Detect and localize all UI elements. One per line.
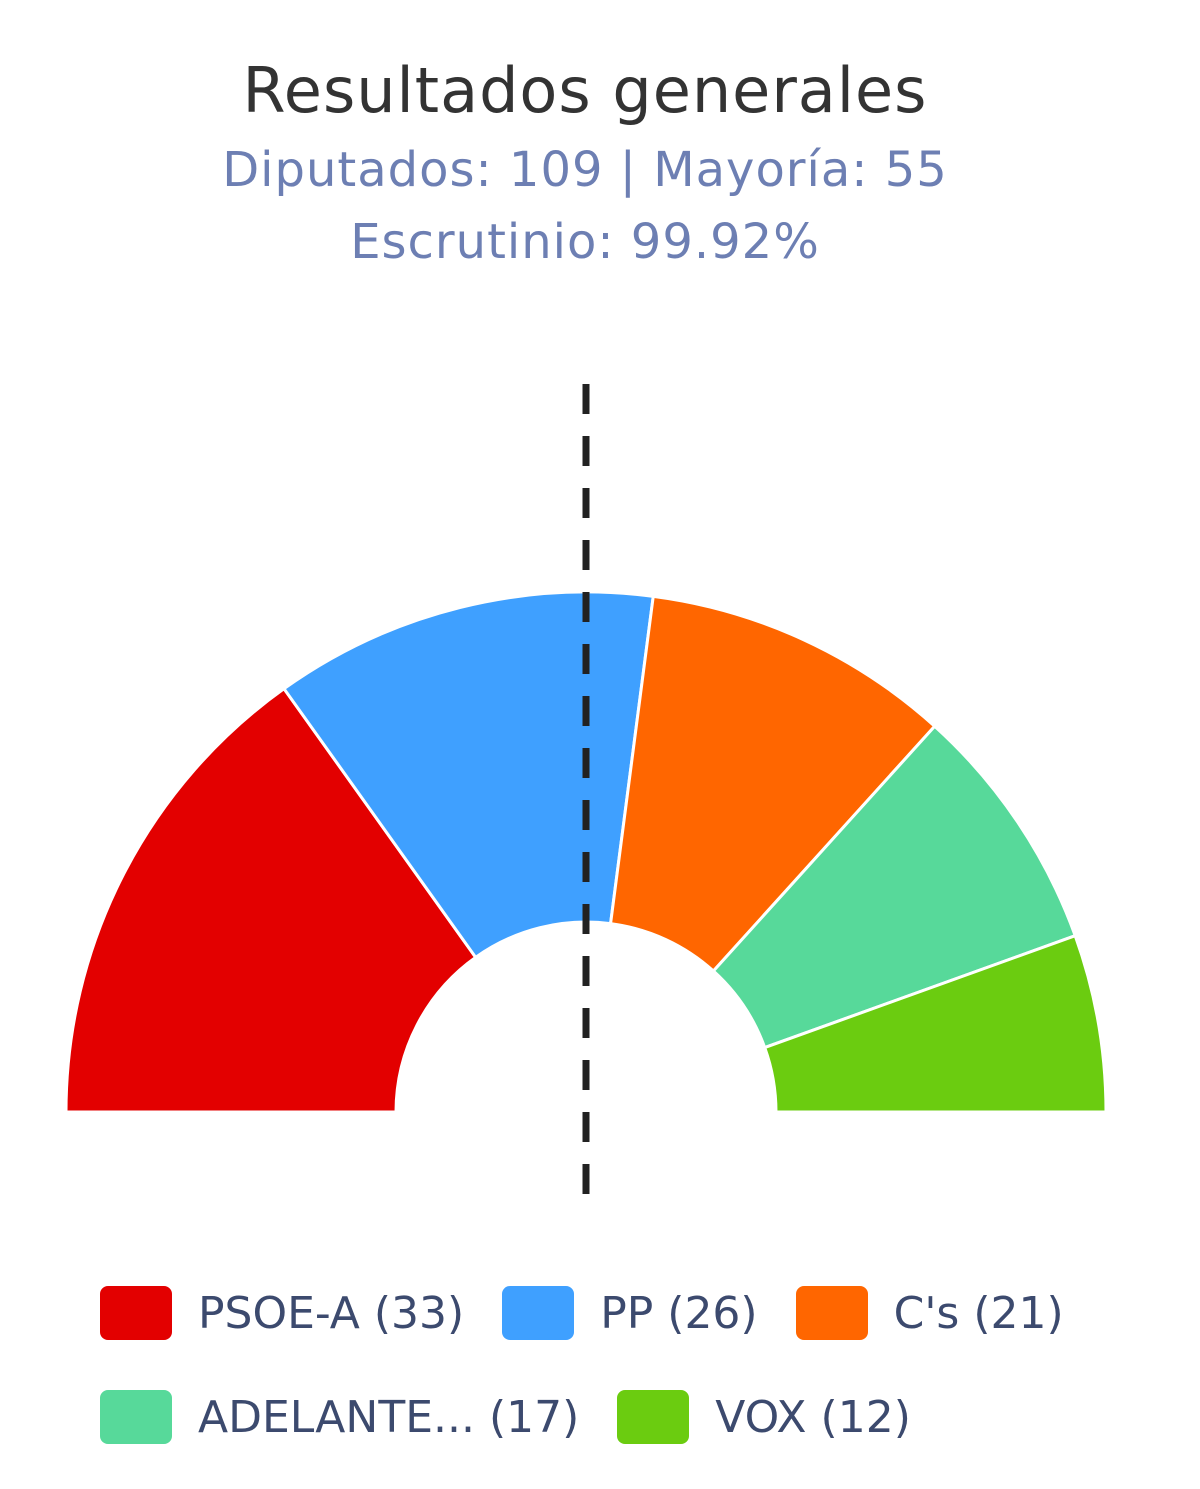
chart-subtitle-scrutiny: Escrutinio: 99.92% bbox=[350, 214, 820, 270]
legend-label-adelante: ADELANTE... (17) bbox=[198, 1391, 580, 1443]
seat-slice-psoe-a[interactable] bbox=[64, 686, 478, 1114]
legend-swatch-pp bbox=[502, 1286, 575, 1340]
legend-swatch-cs bbox=[795, 1286, 868, 1340]
seat-slice-pp[interactable] bbox=[281, 590, 655, 960]
legend-row: ADELANTE... (17) VOX (12) bbox=[100, 1382, 1150, 1452]
legend-item-cs[interactable]: C's (21) bbox=[795, 1286, 1064, 1340]
chart-subtitle-seats: Diputados: 109 | Mayoría: 55 bbox=[222, 142, 948, 198]
legend-item-psoe[interactable]: PSOE-A (33) bbox=[100, 1286, 464, 1340]
legend-label-cs: C's (21) bbox=[893, 1287, 1064, 1339]
chart-legend: PSOE-A (33) PP (26) C's (21) ADELANTE...… bbox=[100, 1278, 1150, 1486]
legend-label-pp: PP (26) bbox=[600, 1287, 758, 1339]
legend-label-psoe: PSOE-A (33) bbox=[198, 1287, 465, 1339]
chart-title: Resultados generales bbox=[242, 54, 928, 127]
legend-item-vox[interactable]: VOX (12) bbox=[617, 1390, 911, 1444]
legend-swatch-adelante bbox=[100, 1390, 172, 1444]
legend-item-pp[interactable]: PP (26) bbox=[502, 1286, 758, 1340]
parliament-chart bbox=[64, 384, 1108, 1210]
chart-header: Resultados generales Diputados: 109 | Ma… bbox=[0, 48, 1170, 278]
legend-label-vox: VOX (12) bbox=[715, 1391, 911, 1443]
legend-swatch-vox bbox=[617, 1390, 690, 1444]
legend-swatch-psoe bbox=[100, 1286, 172, 1340]
seat-slice-vox[interactable] bbox=[762, 933, 1108, 1114]
seat-slice-c-s[interactable] bbox=[608, 594, 937, 974]
legend-row: PSOE-A (33) PP (26) C's (21) bbox=[100, 1278, 1150, 1348]
legend-item-adelante[interactable]: ADELANTE... (17) bbox=[100, 1390, 579, 1444]
